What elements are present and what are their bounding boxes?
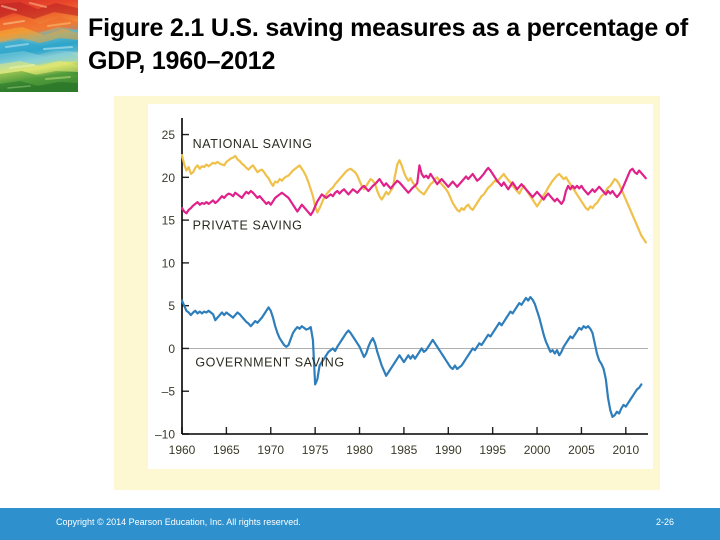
y-tick-label: 25 — [162, 128, 176, 142]
artwork-svg — [0, 0, 78, 92]
y-tick-label: 10 — [162, 256, 176, 270]
x-tick-label: 2000 — [524, 443, 551, 457]
y-axis-ticks-group: –10 –5 0 5 10 15 20 25 — [155, 128, 189, 442]
x-tick-label: 1990 — [435, 443, 462, 457]
x-tick-label: 1985 — [391, 443, 418, 457]
annotations-group: NATIONAL SAVING PRIVATE SAVING GOVERNMENT … — [193, 137, 344, 369]
saving-measures-line-chart: –10 –5 0 5 10 15 20 25 1960 1965 1970 1975 1980 1985… — [148, 104, 653, 469]
copyright-text: Copyright © 2014 Pearson Education, Inc.… — [56, 517, 301, 527]
y-tick-label: –10 — [155, 428, 175, 442]
x-tick-label: 1975 — [302, 443, 329, 457]
x-tick-label: 1970 — [257, 443, 284, 457]
footer-bar: Copyright © 2014 Pearson Education, Inc.… — [0, 508, 720, 540]
y-tick-label: 20 — [162, 171, 176, 185]
series-line-private-saving — [180, 164, 647, 217]
figure-panel: –10 –5 0 5 10 15 20 25 1960 1965 1970 1975 1980 1985… — [114, 96, 660, 490]
series-annotation: GOVERNMENT SAVING — [195, 355, 344, 369]
x-tick-label: 2005 — [568, 443, 595, 457]
y-tick-label: 5 — [168, 299, 175, 313]
series-line-national-saving — [180, 153, 647, 244]
x-tick-label: 1980 — [346, 443, 373, 457]
x-tick-label: 1960 — [169, 443, 196, 457]
plot-background — [148, 104, 653, 469]
decorative-artwork — [0, 0, 78, 92]
chart-plot-area: –10 –5 0 5 10 15 20 25 1960 1965 1970 1975 1980 1985… — [148, 104, 653, 469]
series-line-government-saving — [180, 296, 643, 418]
x-tick-label: 1965 — [213, 443, 240, 457]
series-annotation: PRIVATE SAVING — [193, 219, 303, 233]
x-tick-label: 1995 — [479, 443, 506, 457]
page-number: 2-26 — [655, 517, 674, 527]
y-tick-label: 0 — [168, 342, 175, 356]
y-tick-label: –5 — [162, 385, 176, 399]
page-title: Figure 2.1 U.S. saving measures as a per… — [88, 14, 688, 76]
series-annotation: NATIONAL SAVING — [193, 137, 313, 151]
axis-lines-group — [181, 118, 648, 435]
y-tick-label: 15 — [162, 214, 176, 228]
x-tick-label: 2010 — [612, 443, 639, 457]
series-group — [180, 153, 647, 418]
